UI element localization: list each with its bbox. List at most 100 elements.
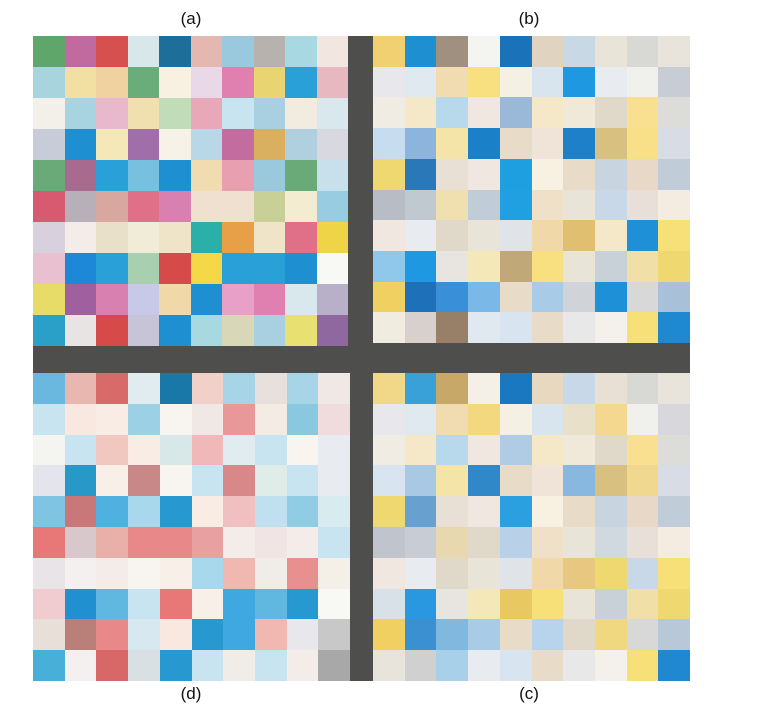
color-patch bbox=[563, 189, 595, 221]
color-patch bbox=[191, 650, 224, 681]
color-patch bbox=[499, 250, 532, 282]
color-patch bbox=[64, 160, 96, 191]
color-patch bbox=[159, 129, 191, 160]
color-patch bbox=[531, 526, 564, 558]
color-patch bbox=[96, 650, 129, 681]
color-patch bbox=[626, 220, 659, 251]
color-patch bbox=[436, 36, 469, 67]
color-patch bbox=[128, 588, 160, 620]
color-patch bbox=[436, 526, 469, 558]
color-patch bbox=[468, 557, 500, 589]
color-patch bbox=[316, 160, 348, 191]
color-patch bbox=[285, 129, 317, 160]
color-patch bbox=[436, 373, 469, 404]
color-patch bbox=[563, 128, 595, 159]
color-patch bbox=[626, 526, 659, 558]
color-patch bbox=[127, 98, 159, 129]
color-patch bbox=[468, 281, 500, 313]
color-patch bbox=[594, 619, 627, 651]
color-patch bbox=[436, 220, 469, 251]
color-patch-photograph bbox=[33, 36, 690, 681]
color-patch bbox=[626, 619, 659, 651]
color-patch bbox=[64, 67, 96, 98]
color-patch bbox=[253, 67, 285, 98]
color-patch bbox=[127, 160, 159, 191]
color-patch bbox=[64, 315, 96, 346]
color-patch bbox=[222, 222, 254, 253]
color-patch bbox=[191, 619, 224, 651]
color-patch bbox=[499, 189, 532, 221]
color-patch bbox=[658, 158, 690, 190]
color-patch bbox=[253, 222, 285, 253]
color-patch bbox=[436, 312, 469, 343]
color-patch bbox=[626, 496, 659, 527]
color-patch bbox=[594, 373, 627, 404]
color-patch bbox=[64, 619, 97, 651]
color-patch bbox=[404, 526, 437, 558]
color-patch bbox=[318, 434, 350, 466]
color-patch bbox=[64, 434, 97, 466]
color-patch bbox=[159, 465, 192, 497]
color-patch bbox=[373, 281, 405, 313]
color-patch bbox=[626, 650, 659, 681]
color-patch bbox=[626, 189, 659, 221]
color-patch bbox=[316, 191, 348, 222]
color-patch bbox=[563, 281, 595, 313]
color-patch bbox=[33, 650, 65, 681]
color-patch bbox=[594, 158, 627, 190]
color-patch bbox=[286, 403, 319, 435]
color-patch bbox=[33, 98, 65, 129]
color-patch bbox=[223, 373, 255, 404]
color-patch bbox=[253, 284, 285, 315]
color-patch bbox=[563, 526, 595, 558]
color-patch bbox=[468, 588, 500, 620]
color-patch bbox=[404, 312, 437, 343]
color-patch bbox=[64, 373, 97, 404]
color-patch bbox=[404, 250, 437, 282]
color-patch bbox=[531, 189, 564, 221]
color-patch bbox=[191, 557, 224, 589]
color-patch bbox=[563, 220, 595, 251]
color-patch bbox=[190, 129, 222, 160]
color-patch bbox=[96, 284, 128, 315]
color-patch bbox=[190, 284, 222, 315]
color-patch bbox=[159, 588, 192, 620]
color-patch bbox=[594, 312, 627, 343]
color-patch bbox=[96, 98, 128, 129]
color-patch bbox=[159, 373, 192, 404]
color-patch bbox=[191, 496, 224, 527]
color-patch bbox=[64, 496, 97, 527]
color-patch bbox=[191, 434, 224, 466]
color-patch bbox=[127, 315, 159, 346]
color-patch bbox=[96, 129, 128, 160]
color-patch bbox=[190, 67, 222, 98]
color-patch bbox=[191, 465, 224, 497]
color-patch bbox=[373, 128, 405, 159]
color-patch bbox=[253, 253, 285, 284]
color-patch bbox=[128, 373, 160, 404]
color-patch bbox=[626, 588, 659, 620]
color-patch bbox=[159, 496, 192, 527]
color-patch bbox=[285, 67, 317, 98]
color-patch bbox=[436, 465, 469, 497]
color-patch bbox=[96, 588, 129, 620]
color-patch bbox=[127, 284, 159, 315]
color-patch bbox=[285, 253, 317, 284]
color-patch bbox=[404, 36, 437, 67]
color-patch bbox=[253, 315, 285, 346]
color-patch bbox=[159, 191, 191, 222]
color-patch bbox=[285, 98, 317, 129]
color-patch bbox=[253, 129, 285, 160]
color-patch bbox=[594, 526, 627, 558]
color-patch bbox=[33, 36, 65, 67]
color-patch bbox=[254, 619, 287, 651]
color-patch bbox=[594, 557, 627, 589]
color-patch bbox=[499, 619, 532, 651]
color-patch bbox=[436, 250, 469, 282]
color-patch bbox=[626, 128, 659, 159]
color-patch bbox=[64, 222, 96, 253]
color-patch bbox=[286, 650, 319, 681]
color-patch bbox=[254, 496, 287, 527]
color-patch bbox=[436, 189, 469, 221]
color-patch bbox=[285, 36, 317, 67]
